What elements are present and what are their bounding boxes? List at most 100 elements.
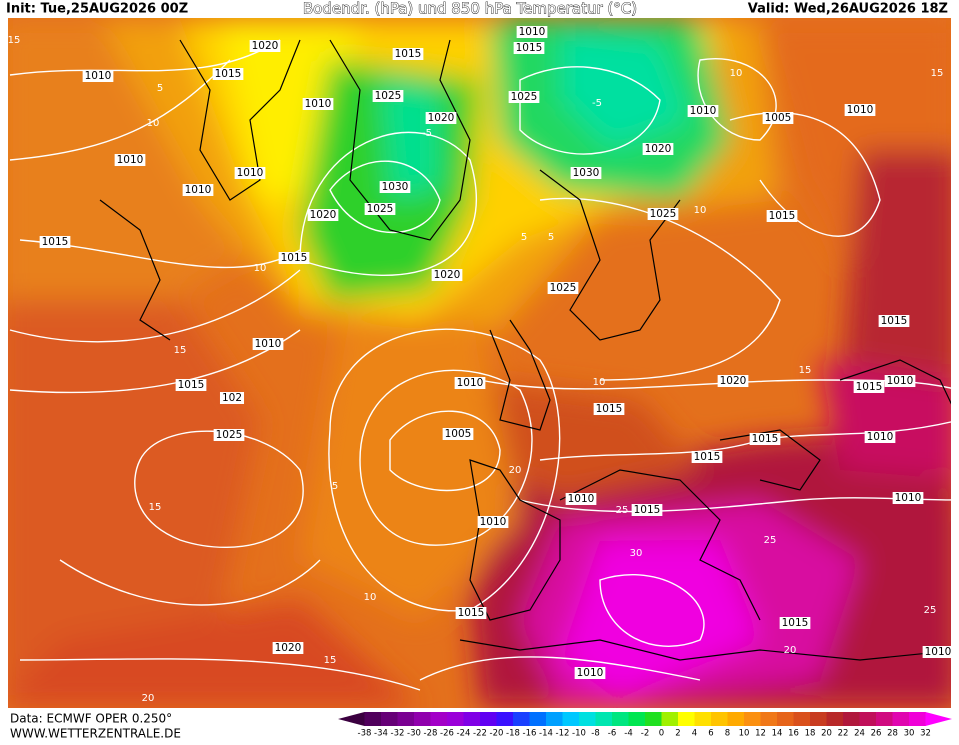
isobar-label: 102 (222, 392, 242, 404)
label-box (922, 646, 954, 658)
map-title: Bodendr. (hPa) und 850 hPa Temperatur (°… (303, 0, 637, 18)
colorbar-box (661, 712, 679, 726)
label-box (766, 210, 798, 222)
colorbar-box (628, 712, 646, 726)
isobar-label: 1015 (215, 68, 242, 80)
isobar-labels: 1020 1015 1010 1015 1010 1015 1010 1025 … (39, 26, 954, 679)
label-box (392, 48, 424, 60)
temperature-label: 25 (616, 505, 629, 516)
colorbar-label: -16 (523, 729, 537, 739)
isobar-label: 1010 (237, 167, 264, 179)
colorbar-label: -38 (358, 729, 372, 739)
isobar-label: 1025 (375, 90, 402, 102)
colorbar-box (678, 712, 695, 726)
isobar-label: 1015 (395, 48, 422, 60)
colorbar-label: 26 (871, 729, 882, 739)
isobar-label: 1020 (252, 40, 279, 52)
isobar-label: 1015 (782, 617, 809, 629)
label-box (455, 607, 487, 619)
label-box (278, 252, 310, 264)
temperature-label: 10 (730, 68, 743, 79)
colorbar-label: 18 (805, 729, 816, 739)
label-box (379, 181, 411, 193)
colorbar-label: -2 (641, 729, 649, 739)
isobar-label: 1015 (752, 433, 779, 445)
isobar-label: 1010 (305, 98, 332, 110)
temperature-label: 25 (924, 605, 937, 616)
isobar-label: 1020 (275, 642, 302, 654)
label-box (749, 433, 781, 445)
isobar-label: 1015 (516, 42, 543, 54)
colorbar-box (397, 712, 415, 726)
isobar-label: 1015 (856, 381, 883, 393)
label-box (687, 105, 719, 117)
label-box (372, 90, 404, 102)
label-box (114, 154, 146, 166)
temperature-label: 5 (157, 83, 163, 94)
temperature-labels: 15 5 10 -5 -5 5 10 5 15 10 5 10 15 10 15… (8, 35, 944, 704)
temperature-label: 20 (784, 645, 797, 656)
temperature-label: 10 (593, 377, 606, 388)
colorbar-label: 8 (725, 729, 730, 739)
colorbar-box (876, 712, 893, 726)
colorbar-box (909, 712, 926, 726)
colorbar-label: -20 (490, 729, 504, 739)
isobar-label: 1015 (42, 236, 69, 248)
label-box (853, 381, 885, 393)
colorbar-box (463, 712, 481, 726)
colorbar-box (843, 712, 860, 726)
colorbar-label: -34 (374, 729, 388, 739)
colorbar-box (430, 712, 448, 726)
label-box (307, 209, 339, 221)
isobar-label: 1010 (117, 154, 144, 166)
label-box (431, 269, 463, 281)
label-box (513, 42, 545, 54)
colorbar-arrow (925, 712, 952, 726)
isobar-label: 1020 (720, 375, 747, 387)
valid-time: Valid: Wed,26AUG2026 18Z (748, 2, 948, 17)
colorbar-box (414, 712, 431, 726)
label-box (864, 431, 896, 443)
colorbar-label: -8 (591, 729, 599, 739)
temperature-label: 30 (630, 548, 643, 559)
colorbar-box (760, 712, 778, 726)
isobar-label: 1015 (634, 504, 661, 516)
label-box (574, 667, 606, 679)
colorbar-box (447, 712, 464, 726)
label-box (234, 167, 266, 179)
label-box (844, 104, 876, 116)
isobar-label: 1015 (458, 607, 485, 619)
label-box (593, 403, 625, 415)
isobar-label: 1020 (434, 269, 461, 281)
colorbar-label: -18 (506, 729, 520, 739)
temperature-label: -5 (592, 98, 602, 109)
colorbar-box (892, 712, 910, 726)
isobar-label: 1010 (519, 26, 546, 38)
label-box (39, 236, 71, 248)
colorbar-box (810, 712, 827, 726)
isobar-label: 1015 (769, 210, 796, 222)
label-box (213, 429, 245, 441)
colorbar-label: 28 (887, 729, 898, 739)
colorbar-box (480, 712, 497, 726)
colorbar-box (595, 712, 613, 726)
label-box (762, 112, 794, 124)
isobar-label: 1020 (645, 143, 672, 155)
colorbar-box (859, 712, 877, 726)
label-box (364, 203, 396, 215)
colorbar-label: -4 (624, 729, 632, 739)
colorbar-label: 6 (708, 729, 713, 739)
temperature-label: 10 (254, 263, 267, 274)
isobar-label: 1010 (480, 516, 507, 528)
label-box (182, 184, 214, 196)
colorbar-box (364, 712, 382, 726)
isobar-label: 1015 (596, 403, 623, 415)
header-band (0, 0, 959, 18)
label-box (442, 428, 474, 440)
colorbar-label: -32 (391, 729, 405, 739)
isobar-label: 1010 (867, 431, 894, 443)
isobar-label: 1010 (568, 493, 595, 505)
colorbar-box (546, 712, 563, 726)
colorbar-arrow (338, 712, 365, 726)
isobar-label: 1030 (573, 167, 600, 179)
